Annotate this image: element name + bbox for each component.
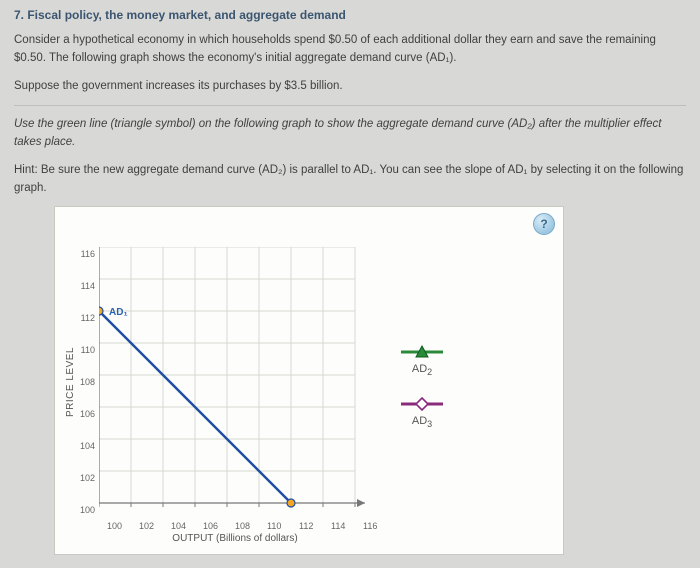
y-axis-ticks: 116 114 112 110 108 106 104 102 100	[80, 254, 95, 510]
plot-area[interactable]: AD₁	[99, 247, 369, 517]
legend-ad3[interactable]: AD3	[399, 397, 445, 429]
chart-container: ? PRICE LEVEL 116 114 112 110 108 106 10…	[54, 206, 564, 555]
help-icon[interactable]: ?	[533, 213, 555, 235]
svg-text:AD₁: AD₁	[109, 307, 128, 318]
question-title: 7. Fiscal policy, the money market, and …	[14, 8, 686, 22]
hint-text: Hint: Be sure the new aggregate demand c…	[14, 162, 686, 198]
divider	[14, 105, 686, 106]
legend-ad2[interactable]: AD2	[399, 345, 445, 377]
paragraph-3: Use the green line (triangle symbol) on …	[14, 116, 686, 152]
y-axis-label: PRICE LEVEL	[65, 347, 76, 417]
paragraph-1: Consider a hypothetical economy in which…	[14, 32, 686, 68]
x-axis-ticks: 100 102 104 106 108 110 112 114 116	[107, 521, 363, 531]
paragraph-2: Suppose the government increases its pur…	[14, 78, 686, 96]
legend: AD2 AD3	[399, 345, 445, 429]
x-axis-label: OUTPUT (Billions of dollars)	[107, 533, 363, 544]
